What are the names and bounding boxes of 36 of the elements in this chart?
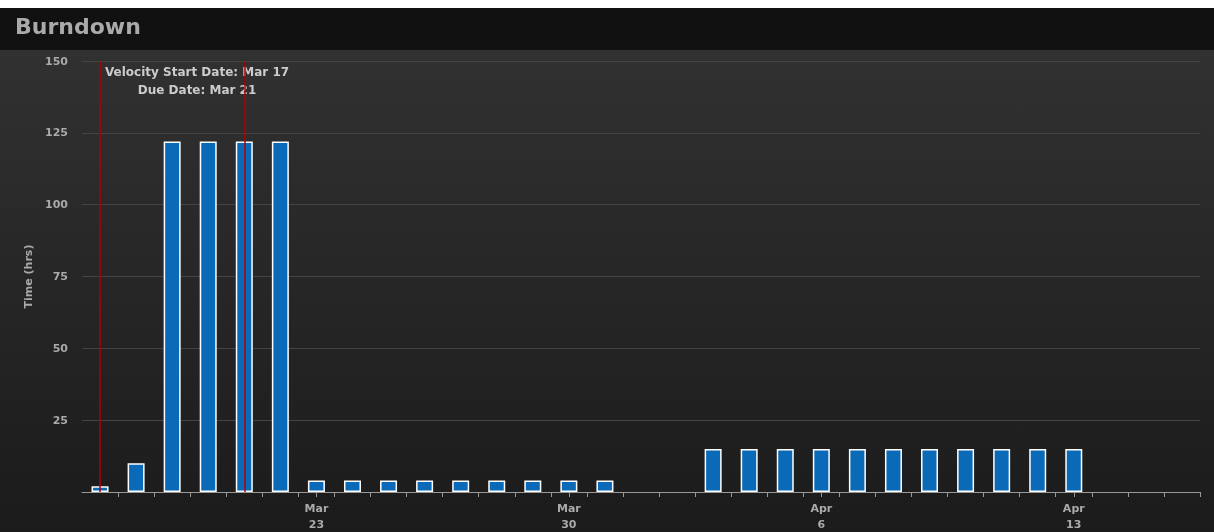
bar [343, 480, 361, 492]
y-axis-title: Time (hrs) [22, 244, 36, 309]
bar [921, 448, 939, 492]
bar [416, 480, 434, 492]
bar [812, 448, 830, 492]
x-tick-label: Apr 13 [1062, 501, 1086, 531]
bar [993, 448, 1011, 492]
bar [740, 448, 758, 492]
bar [1065, 448, 1083, 492]
bar [776, 448, 794, 492]
bar [488, 480, 506, 492]
y-tick-label: 75 [52, 270, 68, 283]
y-tick-label: 150 [45, 54, 69, 68]
y-tick-label: 50 [52, 341, 69, 355]
bar [957, 448, 975, 492]
x-tick-label: Apr 6 [810, 501, 833, 531]
bar [884, 448, 902, 492]
bar [452, 480, 470, 492]
y-tick-label: 125 [45, 126, 68, 140]
bar [704, 448, 722, 492]
bar [560, 480, 578, 492]
x-tick-label: Mar 30 [556, 501, 582, 531]
bar [199, 141, 217, 492]
chart-title: Burndown [15, 14, 141, 39]
bar [271, 141, 289, 492]
bar [848, 448, 866, 492]
bar [1029, 448, 1047, 492]
bar [127, 463, 145, 492]
bar [307, 480, 325, 492]
x-tick-label: Mar 23 [304, 501, 329, 531]
y-tick-label: 25 [52, 413, 68, 427]
bar [596, 480, 614, 492]
y-tick-label: 100 [45, 198, 69, 212]
bar [524, 480, 542, 492]
bar [163, 141, 181, 492]
bar [380, 480, 398, 492]
